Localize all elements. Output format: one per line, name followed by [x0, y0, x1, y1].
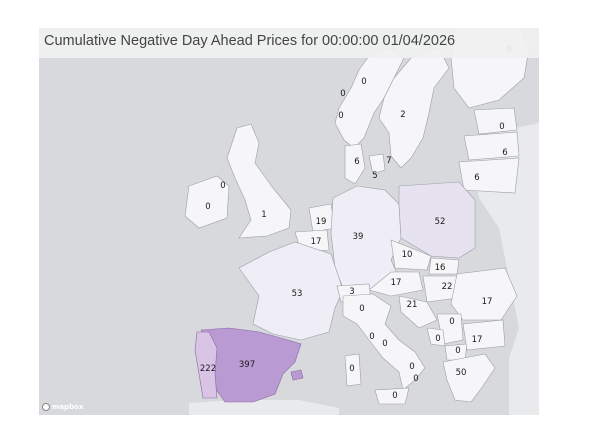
label-norway-north: 0: [361, 77, 366, 87]
eastern-landmass: [469, 123, 539, 415]
label-ireland: 0: [205, 202, 210, 212]
region-bulgaria[interactable]: [462, 319, 506, 351]
label-lithuania: 6: [474, 173, 479, 183]
title-bar: Cumulative Negative Day Ahead Prices for…: [39, 28, 539, 58]
label-norway-mid: 0: [338, 111, 343, 121]
label-serbia: 0: [449, 317, 454, 327]
label-austria: 17: [391, 278, 402, 288]
label-slovenia-croatia: 21: [407, 300, 418, 310]
region-ireland[interactable]: [184, 175, 230, 229]
label-north-macedonia: 0: [455, 346, 460, 356]
label-spain: 397: [239, 360, 255, 370]
label-latvia: 6: [502, 148, 507, 158]
label-northern-ireland: 0: [220, 181, 225, 191]
map-title: Cumulative Negative Day Ahead Prices for…: [44, 33, 456, 49]
label-italy-south: 0: [409, 362, 414, 372]
region-croatia[interactable]: [398, 295, 438, 329]
region-germany[interactable]: [330, 185, 402, 291]
mapbox-icon: [42, 403, 50, 411]
label-montenegro: 0: [435, 334, 440, 344]
label-netherlands: 19: [316, 217, 327, 227]
map-canvas[interactable]: 0 0 0 0 2 0 6 6 6 7 5 0 0 1 19 17 39 52 …: [39, 28, 539, 415]
region-denmark-east[interactable]: [368, 153, 386, 175]
europe-map[interactable]: 0 0 0 0 2 0 6 6 6 7 5 0 0 1 19 17 39 52 …: [39, 28, 539, 415]
north-africa-landmass: [189, 400, 339, 415]
label-hungary: 22: [442, 282, 453, 292]
region-austria[interactable]: [368, 271, 424, 297]
label-italy-centre-south: 0: [382, 339, 387, 349]
region-latvia[interactable]: [463, 131, 520, 161]
region-denmark[interactable]: [344, 143, 366, 185]
label-sweden-south: 2: [400, 110, 405, 120]
label-romania: 17: [482, 297, 493, 307]
label-france: 53: [292, 289, 303, 299]
label-portugal: 222: [200, 364, 216, 374]
label-denmark-south: 5: [372, 171, 377, 181]
region-italy[interactable]: [342, 293, 426, 391]
label-switzerland: 3: [349, 287, 354, 297]
region-poland[interactable]: [398, 181, 476, 259]
label-denmark-east: 7: [386, 156, 391, 166]
label-estonia: 0: [499, 122, 504, 132]
label-greece: 50: [456, 368, 467, 378]
region-portugal[interactable]: [194, 331, 218, 399]
region-czechia[interactable]: [390, 239, 432, 271]
region-great-britain[interactable]: [226, 123, 292, 239]
region-balearic[interactable]: [290, 369, 304, 381]
mapbox-logo[interactable]: mapbox: [42, 403, 83, 411]
label-sicily: 0: [392, 391, 397, 401]
label-italy-north: 0: [359, 304, 364, 314]
region-lithuania[interactable]: [458, 157, 520, 194]
region-france[interactable]: [238, 241, 344, 341]
label-czechia: 10: [402, 250, 413, 260]
label-sweden-north: 0: [340, 89, 345, 99]
label-slovakia: 16: [435, 263, 446, 273]
label-great-britain: 1: [261, 210, 266, 220]
region-sardinia[interactable]: [344, 353, 362, 387]
label-italy-centre: 0: [369, 332, 374, 342]
label-calabria: 0: [413, 374, 418, 384]
label-belgium: 17: [311, 237, 322, 247]
region-estonia[interactable]: [473, 107, 518, 135]
label-germany: 39: [353, 232, 364, 242]
region-sicily[interactable]: [374, 387, 410, 405]
region-greece[interactable]: [442, 353, 496, 403]
label-denmark-west: 6: [354, 157, 359, 167]
region-norway[interactable]: [334, 47, 405, 149]
label-bulgaria: 17: [472, 335, 483, 345]
label-sardinia: 0: [349, 364, 354, 374]
label-poland: 52: [435, 217, 446, 227]
mapbox-attribution: mapbox: [52, 403, 84, 411]
